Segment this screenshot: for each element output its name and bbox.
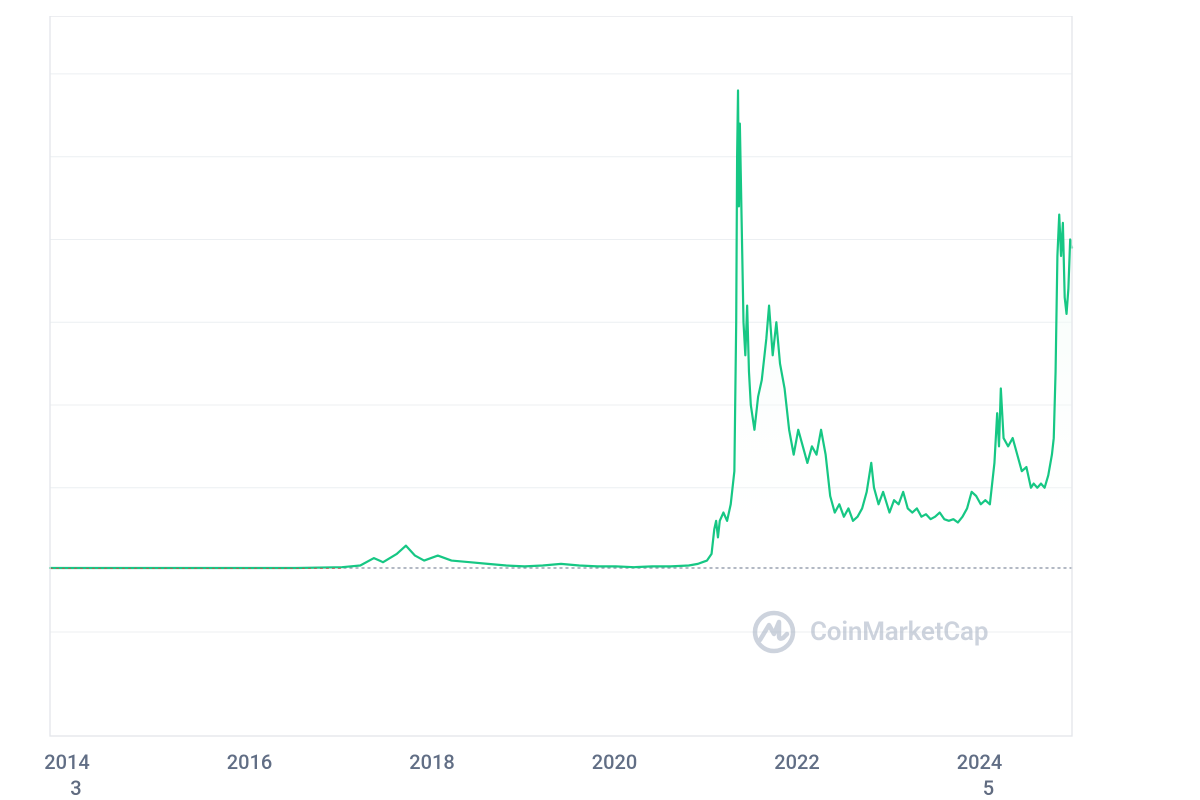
watermark-text: CoinMarketCap [810, 617, 988, 647]
x-tick-label: 2024 [957, 750, 1002, 774]
watermark: CoinMarketCap [752, 610, 988, 654]
x-tick-label: 2022 [774, 750, 819, 774]
price-chart[interactable] [26, 16, 1180, 786]
extra-num-right: 5 [983, 776, 994, 800]
extra-num-left: 3 [70, 776, 81, 800]
chart-container: 0.100.200.300.400.500.60 201420162018202… [26, 16, 1180, 786]
x-tick-label: 2020 [592, 750, 637, 774]
x-tick-label: 2014 [44, 750, 89, 774]
chart-frame: 0.100.200.300.400.500.60 201420162018202… [26, 16, 1180, 786]
x-tick-label: 2018 [409, 750, 454, 774]
x-tick-label: 2016 [227, 750, 272, 774]
coinmarketcap-logo-icon [752, 610, 796, 654]
